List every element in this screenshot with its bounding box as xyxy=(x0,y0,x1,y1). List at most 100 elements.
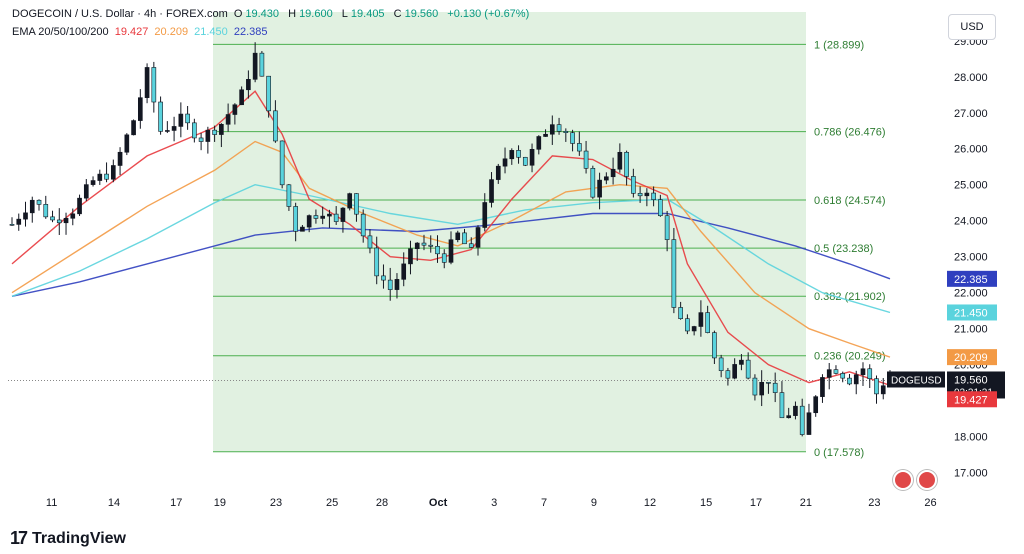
candle xyxy=(833,369,839,374)
candle xyxy=(799,405,805,435)
candle xyxy=(880,385,886,395)
candle xyxy=(77,197,82,215)
candle xyxy=(232,104,238,115)
price-tag xyxy=(947,391,997,408)
candle xyxy=(482,202,488,228)
fib-level-label: 0.382 (21.902) xyxy=(814,291,886,303)
candle xyxy=(90,180,96,185)
candle xyxy=(448,239,454,263)
candle xyxy=(401,263,407,280)
candle xyxy=(124,134,130,153)
candle xyxy=(867,368,873,379)
fib-level-label: 0.5 (23.238) xyxy=(814,243,873,255)
x-axis-tick-label: 14 xyxy=(108,497,120,509)
price-tag-label: 20.209 xyxy=(954,352,988,364)
candle xyxy=(151,67,157,103)
ema-title: EMA 20/50/100/200 xyxy=(12,26,109,38)
candle xyxy=(165,130,170,132)
y-axis-tick-label: 26.000 xyxy=(954,144,988,156)
candle xyxy=(394,279,400,290)
candle xyxy=(597,179,602,198)
candle xyxy=(698,312,704,327)
candle xyxy=(205,129,211,142)
x-axis-tick-label: 15 xyxy=(700,497,712,509)
ema-legend: EMA 20/50/100/200 19.427 20.209 21.450 2… xyxy=(12,26,271,38)
candle xyxy=(252,52,258,80)
candle xyxy=(63,217,69,224)
candle xyxy=(529,148,535,166)
candle xyxy=(549,124,555,135)
candle xyxy=(56,219,62,224)
ema200-line xyxy=(11,212,891,297)
candle xyxy=(374,247,380,277)
candle xyxy=(117,151,123,166)
candle xyxy=(516,150,521,158)
candle xyxy=(718,357,724,371)
tradingview-wordmark: TradingView xyxy=(32,529,126,547)
candle xyxy=(766,381,771,384)
candle xyxy=(455,232,461,241)
candle xyxy=(610,168,616,178)
candle xyxy=(340,207,346,222)
y-axis-tick-label: 17.000 xyxy=(954,468,988,480)
fib-level-label: 0.618 (24.574) xyxy=(814,195,886,207)
y-axis-tick-label: 22.000 xyxy=(954,288,988,300)
candle xyxy=(333,213,339,222)
candle xyxy=(50,216,55,221)
y-axis-tick-label: 21.000 xyxy=(954,324,988,336)
candle xyxy=(853,374,859,385)
candle xyxy=(293,206,298,232)
x-axis-tick-label: 7 xyxy=(541,497,547,509)
candle xyxy=(691,326,697,332)
x-axis-tick-label: 9 xyxy=(591,497,597,509)
candle xyxy=(678,307,683,319)
candle xyxy=(860,368,866,376)
candle xyxy=(327,213,332,217)
candle xyxy=(16,218,22,225)
currency-button[interactable]: USD xyxy=(948,14,996,40)
candle xyxy=(732,364,737,379)
candle xyxy=(739,359,744,365)
candle xyxy=(570,132,575,144)
candle xyxy=(556,124,562,132)
candle xyxy=(624,151,629,177)
candle xyxy=(826,369,832,378)
candle xyxy=(428,244,434,247)
candle xyxy=(576,143,582,152)
x-axis-tick-label: 19 xyxy=(214,497,226,509)
candle xyxy=(522,156,528,166)
candle xyxy=(266,75,271,112)
tradingview-logo-icon: 17 xyxy=(10,528,28,548)
candle xyxy=(83,184,89,199)
y-axis-tick-label: 24.000 xyxy=(954,216,988,228)
ohlc-high: H 19.600 xyxy=(288,8,333,20)
candle xyxy=(604,176,609,181)
candle xyxy=(441,253,447,263)
candle xyxy=(421,242,427,246)
fibonacci-zone xyxy=(213,12,806,452)
candle xyxy=(820,377,825,397)
tradingview-logo[interactable]: 17 TradingView xyxy=(10,528,126,549)
event-flag-icon[interactable] xyxy=(917,470,937,490)
candle xyxy=(239,89,244,106)
candle xyxy=(502,158,508,167)
ema100-value: 21.450 xyxy=(194,26,228,38)
price-change: +0.130 (+0.67%) xyxy=(447,8,530,20)
candle xyxy=(171,126,177,131)
ema20-value: 19.427 xyxy=(114,26,149,38)
candle xyxy=(509,150,515,160)
fib-level-label: 0 (17.578) xyxy=(814,447,864,459)
candle xyxy=(137,97,143,121)
candle xyxy=(712,332,717,359)
candle xyxy=(354,193,359,215)
candle xyxy=(685,318,690,332)
symbol-tag xyxy=(887,371,945,388)
y-axis-tick-label: 23.000 xyxy=(954,252,988,264)
candle xyxy=(786,415,792,419)
event-flag-icon[interactable] xyxy=(893,470,913,490)
candle xyxy=(70,213,76,219)
x-axis-tick-label: 28 xyxy=(376,497,388,509)
candle xyxy=(414,242,420,250)
ema50-value: 20.209 xyxy=(154,26,189,38)
